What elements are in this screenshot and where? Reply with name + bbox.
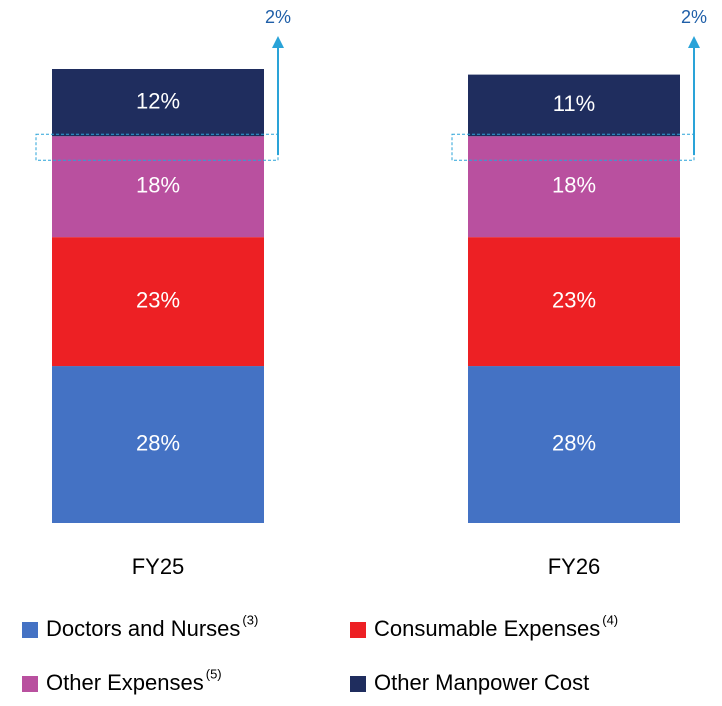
legend-footnote: (4) xyxy=(602,612,618,627)
legend-label: Other Manpower Cost xyxy=(374,670,589,695)
bar-segment xyxy=(52,136,264,238)
data-label: 23% xyxy=(552,287,596,312)
legend-swatch xyxy=(22,676,38,692)
bar-segment xyxy=(468,74,680,137)
bar-segment xyxy=(468,366,680,523)
legend-swatch xyxy=(22,622,38,638)
legend-swatch xyxy=(350,676,366,692)
bar-segment xyxy=(52,237,264,367)
bar-segment xyxy=(52,69,264,137)
data-label: 12% xyxy=(136,88,180,113)
bar-segment xyxy=(468,136,680,238)
data-label: 28% xyxy=(552,430,596,455)
legend-label: Other Expenses xyxy=(46,670,204,695)
annotation-text: 2% xyxy=(265,7,291,27)
bar-segment xyxy=(52,366,264,523)
annotation-arrowhead xyxy=(688,36,700,48)
legend-footnote: (3) xyxy=(242,612,258,627)
data-label: 11% xyxy=(553,91,595,116)
legend-footnote: (5) xyxy=(206,666,222,681)
data-label: 28% xyxy=(136,430,180,455)
legend-label: Consumable Expenses xyxy=(374,616,600,641)
legend-label: Doctors and Nurses xyxy=(46,616,240,641)
bar-segment xyxy=(468,237,680,367)
annotation-arrowhead xyxy=(272,36,284,48)
legend-swatch xyxy=(350,622,366,638)
data-label: 18% xyxy=(552,173,596,198)
x-tick-label: FY26 xyxy=(548,554,601,579)
data-label: 23% xyxy=(136,287,180,312)
x-tick-label: FY25 xyxy=(132,554,185,579)
data-label: 18% xyxy=(136,173,180,198)
annotation-text: 2% xyxy=(681,7,707,27)
